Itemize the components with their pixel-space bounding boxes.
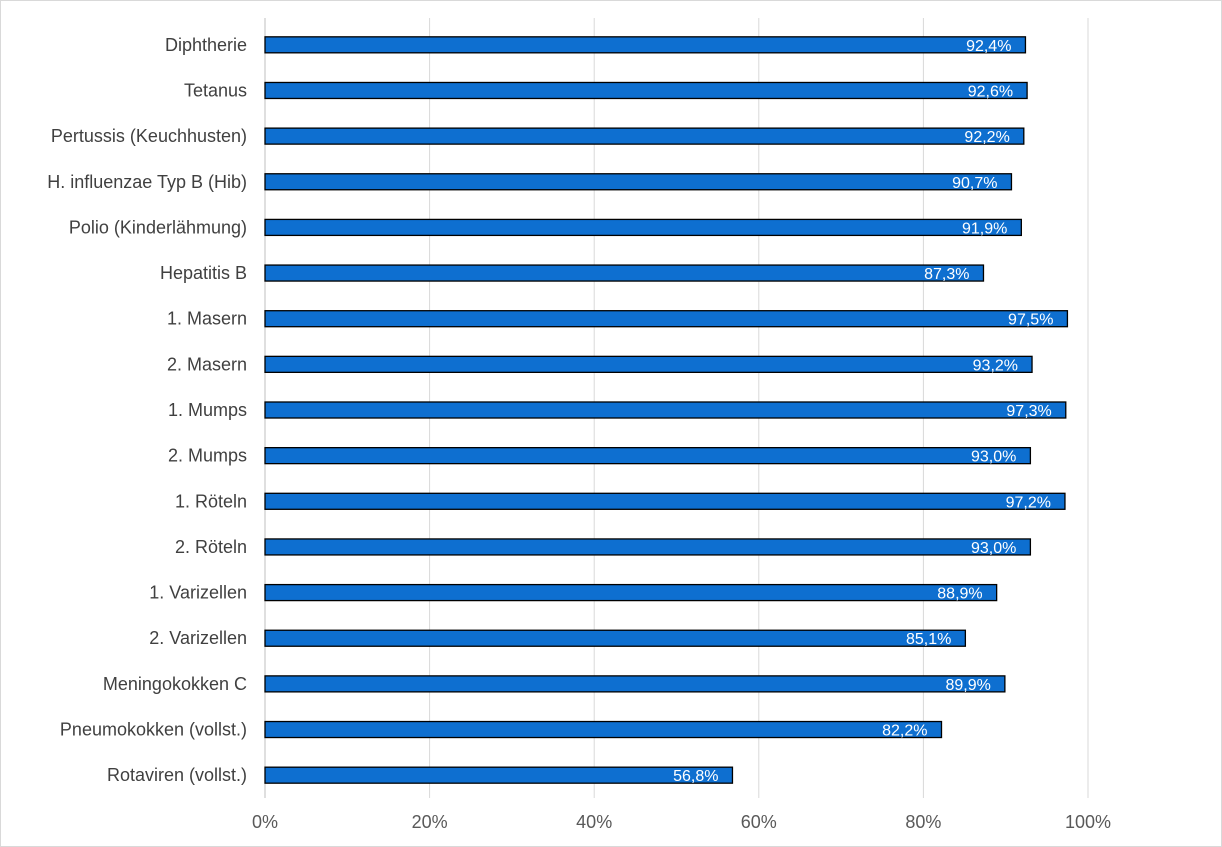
category-label: 2. Röteln <box>175 537 247 557</box>
data-label: 88,9% <box>937 586 982 603</box>
x-tick-labels: 0% 20% 40% 60% 80% 100% <box>252 812 1111 832</box>
category-label: 1. Masern <box>167 309 247 329</box>
x-tick-label: 0% <box>252 812 278 832</box>
data-label: 93,2% <box>973 357 1018 374</box>
bar <box>264 173 1013 191</box>
bar <box>264 492 1066 510</box>
bar <box>264 401 1067 419</box>
data-label: 92,6% <box>968 83 1013 100</box>
x-tick-label: 100% <box>1065 812 1111 832</box>
category-label: 2. Varizellen <box>149 628 247 648</box>
bar <box>264 218 1022 237</box>
bar <box>264 355 1033 374</box>
bar <box>264 720 943 739</box>
category-label: 1. Varizellen <box>149 583 247 603</box>
bar <box>264 583 998 602</box>
category-label: Tetanus <box>184 80 247 100</box>
data-label: 93,0% <box>971 540 1016 557</box>
bar <box>264 446 1032 465</box>
bar <box>264 766 734 784</box>
bar <box>264 264 985 282</box>
x-tick-label: 80% <box>905 812 941 832</box>
category-label: Rotaviren (vollst.) <box>107 765 247 785</box>
data-label: 97,3% <box>1006 403 1051 420</box>
bar <box>264 310 1069 328</box>
data-label: 92,4% <box>966 38 1011 55</box>
bar <box>264 127 1025 145</box>
bar <box>264 36 1027 54</box>
bar <box>264 81 1028 100</box>
category-label: Polio (Kinderlähmung) <box>69 217 247 237</box>
data-label: 92,2% <box>964 129 1009 146</box>
category-label: Meningokokken C <box>103 674 247 694</box>
category-label: Hepatitis B <box>160 263 247 283</box>
data-label: 97,5% <box>1008 312 1053 329</box>
bar <box>264 629 967 647</box>
data-label: 85,1% <box>906 631 951 648</box>
data-label: 91,9% <box>962 220 1007 237</box>
data-label: 89,9% <box>946 677 991 694</box>
category-label: 2. Masern <box>167 354 247 374</box>
data-labels: 92,4% 92,6% 92,2% 90,7% 91,9% 87,3% 97,5% 93,2%… <box>673 38 1053 785</box>
x-tick-label: 60% <box>741 812 777 832</box>
bars <box>264 36 1069 784</box>
data-label: 90,7% <box>952 175 997 192</box>
category-label: 1. Mumps <box>168 400 247 420</box>
x-tick-label: 20% <box>412 812 448 832</box>
category-label: 2. Mumps <box>168 446 247 466</box>
category-label: Diphtherie <box>165 35 247 55</box>
x-tick-label: 40% <box>576 812 612 832</box>
data-label: 87,3% <box>924 266 969 283</box>
bar <box>264 538 1032 556</box>
data-label: 97,2% <box>1006 494 1051 511</box>
category-labels: Diphtherie Tetanus Pertussis (Keuchhusten)… <box>47 35 247 785</box>
data-label: 93,0% <box>971 449 1016 466</box>
data-label: 56,8% <box>673 768 718 785</box>
category-label: 1. Röteln <box>175 491 247 511</box>
category-label: Pneumokokken (vollst.) <box>60 720 247 740</box>
category-label: H. influenzae Typ B (Hib) <box>47 172 247 192</box>
bar <box>264 675 1006 693</box>
category-label: Pertussis (Keuchhusten) <box>51 126 247 146</box>
data-label: 82,2% <box>882 723 927 740</box>
